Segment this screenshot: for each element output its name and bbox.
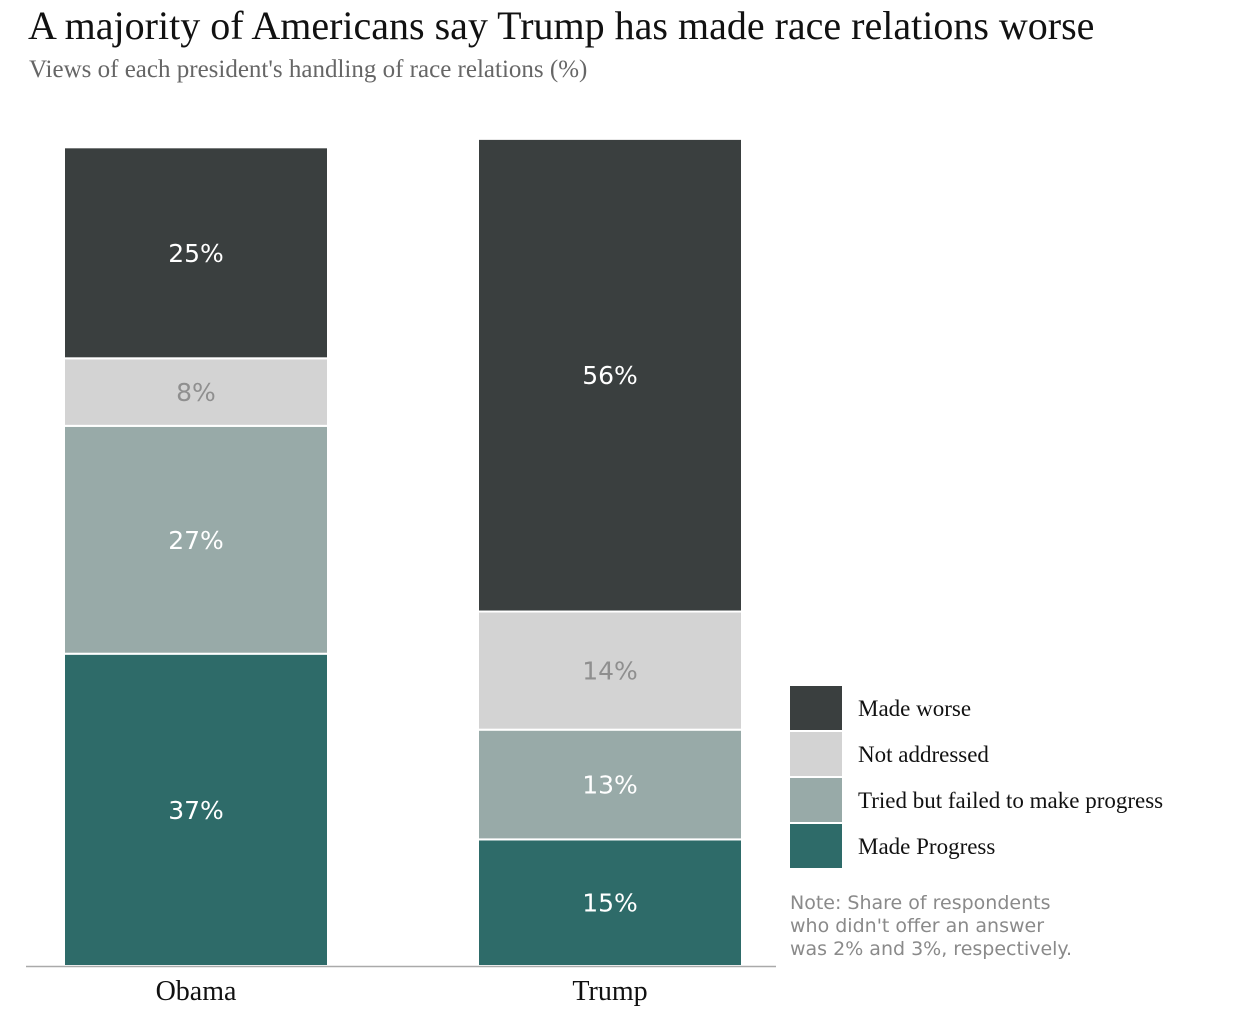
data-label-obama-made-worse: 25% [168, 239, 224, 268]
bar-trump-not-addressed [477, 610, 743, 731]
data-label-trump-made-progress: 15% [582, 889, 638, 918]
legend-label-not-addressed: Not addressed [858, 742, 989, 767]
note-line-3: was 2% and 3%, respectively. [790, 938, 1073, 960]
legend-swatch-made-progress [790, 824, 842, 868]
chart-note: Note: Share of respondents who didn't of… [790, 892, 1072, 961]
note-line-1: Note: Share of respondents [790, 892, 1051, 914]
legend-swatch-tried-but-failed-to-make-progress [790, 778, 842, 822]
legend-swatch-made-worse [790, 686, 842, 730]
bar-trump-made-worse [477, 137, 743, 613]
data-label-obama-made-progress: 37% [168, 796, 224, 825]
data-label-obama-not-addressed: 8% [176, 378, 216, 407]
legend-swatch-not-addressed [790, 732, 842, 776]
data-label-trump-tried-but-failed-to-make-progress: 13% [582, 771, 638, 800]
bar-obama-not-addressed [63, 357, 329, 427]
bar-obama-tried-but-failed-to-make-progress [63, 424, 329, 655]
x-tick-label-obama: Obama [156, 976, 237, 1007]
data-label-trump-made-worse: 56% [582, 361, 638, 390]
data-label-obama-tried-but-failed-to-make-progress: 27% [168, 526, 224, 555]
x-tick-label-trump: Trump [572, 976, 647, 1007]
data-label-trump-not-addressed: 14% [582, 657, 638, 686]
legend-label-made-worse: Made worse [858, 696, 971, 721]
bar-trump-made-progress [477, 838, 743, 968]
bar-obama-made-worse [63, 146, 329, 360]
legend-label-tried-but-failed-to-make-progress: Tried but failed to make progress [858, 788, 1163, 813]
bar-trump-tried-but-failed-to-make-progress [477, 728, 743, 841]
chart-subtitle: Views of each president's handling of ra… [29, 56, 588, 83]
chart-title: A majority of Americans say Trump has ma… [28, 3, 1095, 48]
legend-label-made-progress: Made Progress [858, 834, 995, 859]
note-line-2: who didn't offer an answer [790, 915, 1045, 937]
